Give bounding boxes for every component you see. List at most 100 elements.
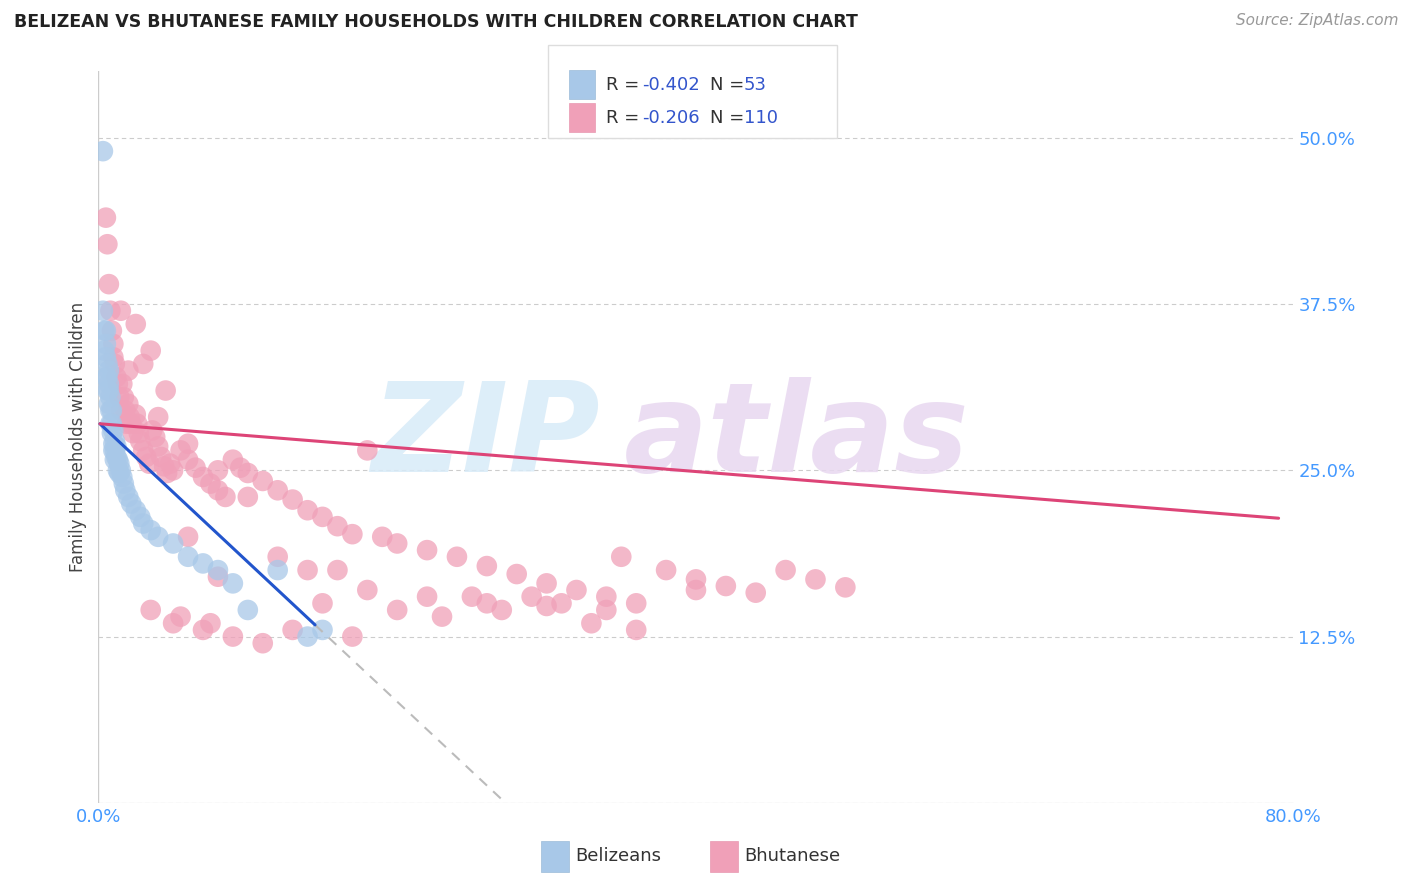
Point (624, 596, 647, 610)
Point (107, 463, 129, 477)
Point (139, 343, 162, 358)
Point (110, 403, 132, 417)
Point (148, 439, 170, 453)
Point (98, 303, 122, 318)
Point (138, 457, 160, 471)
Point (129, 509, 152, 524)
Point (153, 459, 176, 474)
Point (94, 351, 117, 365)
Point (565, 582, 588, 597)
Text: BELIZEAN VS BHUTANESE FAMILY HOUSEHOLDS WITH CHILDREN CORRELATION CHART: BELIZEAN VS BHUTANESE FAMILY HOUSEHOLDS … (14, 13, 858, 31)
Point (267, 549, 290, 564)
Point (112, 390, 135, 404)
Point (97, 384, 120, 398)
Point (595, 603, 617, 617)
Point (214, 490, 236, 504)
Point (177, 530, 200, 544)
Point (200, 616, 222, 631)
Point (115, 417, 138, 431)
Point (132, 357, 155, 371)
Text: R =: R = (606, 109, 645, 127)
Point (342, 527, 364, 541)
Text: -0.402: -0.402 (643, 76, 700, 94)
Point (128, 426, 150, 441)
Text: 53: 53 (744, 76, 766, 94)
Point (127, 417, 149, 431)
Point (94, 370, 117, 384)
Point (114, 403, 136, 417)
Point (105, 370, 128, 384)
Text: -0.206: -0.206 (643, 109, 700, 127)
Point (105, 439, 128, 453)
Point (101, 426, 124, 441)
Point (104, 443, 127, 458)
Point (177, 436, 200, 450)
Point (125, 408, 148, 422)
Point (581, 616, 603, 631)
Point (162, 616, 184, 631)
Point (111, 470, 134, 484)
Text: N =: N = (710, 76, 749, 94)
Point (110, 463, 132, 477)
Point (191, 623, 214, 637)
Point (129, 434, 152, 448)
Point (105, 450, 128, 464)
Text: Bhutanese: Bhutanese (744, 847, 839, 865)
Point (311, 596, 333, 610)
Point (143, 430, 166, 444)
Point (326, 563, 349, 577)
Point (311, 623, 333, 637)
Point (97, 277, 120, 292)
Point (118, 410, 141, 425)
Point (430, 609, 453, 624)
Point (207, 483, 229, 498)
Point (125, 317, 148, 331)
Point (252, 474, 274, 488)
Point (112, 476, 135, 491)
Point (104, 434, 127, 448)
Point (191, 470, 214, 484)
Point (148, 530, 170, 544)
Point (169, 443, 191, 458)
Point (356, 443, 378, 458)
Point (207, 570, 229, 584)
Point (461, 590, 484, 604)
Point (356, 582, 378, 597)
Point (101, 403, 124, 417)
Point (150, 450, 173, 464)
Text: 110: 110 (744, 109, 778, 127)
Point (139, 603, 162, 617)
Point (446, 549, 468, 564)
Point (236, 466, 259, 480)
Point (97, 376, 120, 391)
Text: N =: N = (710, 109, 749, 127)
Point (98, 390, 122, 404)
Point (177, 452, 200, 467)
Point (93, 343, 115, 358)
Point (222, 630, 245, 644)
Point (104, 357, 127, 371)
Point (281, 623, 304, 637)
Point (156, 466, 179, 480)
Point (207, 463, 229, 477)
Point (177, 549, 200, 564)
Point (281, 492, 304, 507)
Point (132, 516, 155, 531)
Point (103, 424, 125, 438)
Point (342, 630, 364, 644)
Point (775, 563, 797, 577)
Point (371, 530, 394, 544)
Point (311, 509, 333, 524)
Point (162, 463, 184, 477)
Point (98, 417, 122, 431)
Point (385, 536, 409, 550)
Point (297, 503, 319, 517)
Point (110, 303, 132, 318)
Point (97, 397, 120, 411)
Point (267, 483, 290, 498)
Point (96, 357, 118, 371)
Point (91, 144, 114, 158)
Point (93, 324, 115, 338)
Point (416, 543, 439, 558)
Point (103, 436, 125, 450)
